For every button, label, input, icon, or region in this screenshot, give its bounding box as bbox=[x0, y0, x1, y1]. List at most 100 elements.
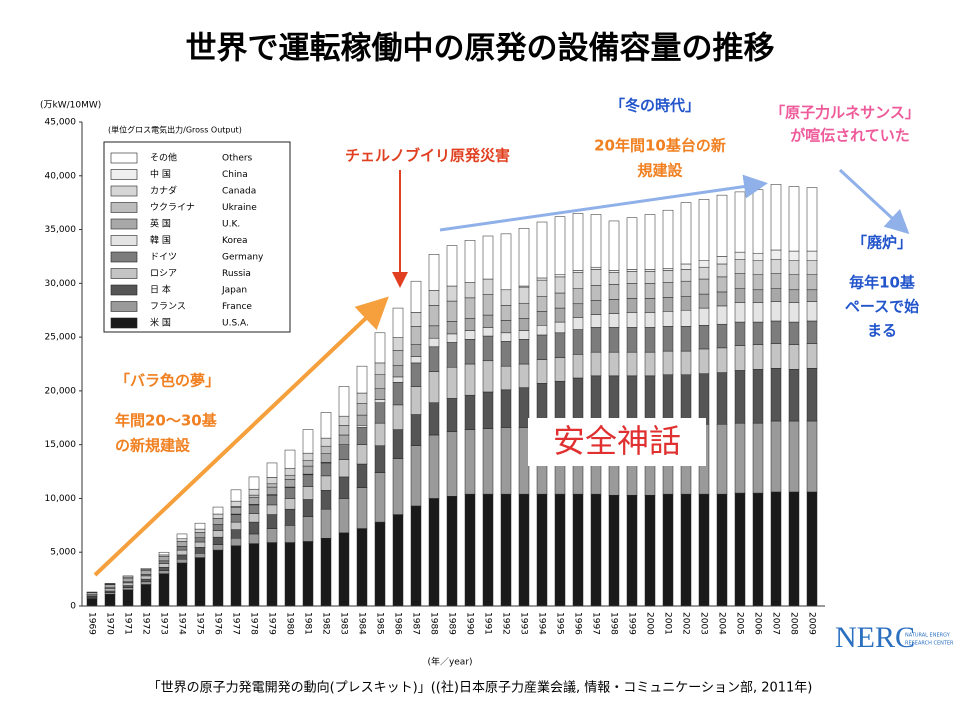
bar-segment bbox=[158, 570, 170, 574]
annotation: 20年間10基台の新 bbox=[594, 137, 726, 155]
legend-label: Korea bbox=[222, 236, 248, 246]
bar-segment bbox=[626, 327, 638, 353]
bar-segment bbox=[266, 486, 278, 495]
bar-segment bbox=[662, 493, 674, 607]
bar-segment bbox=[194, 553, 206, 558]
bar-segment bbox=[446, 321, 458, 335]
bar-segment bbox=[482, 235, 494, 280]
bar-segment bbox=[572, 354, 584, 379]
x-label: (年／year) bbox=[427, 656, 472, 668]
bar-segment bbox=[716, 372, 728, 425]
bar-segment bbox=[284, 467, 296, 476]
x-tick-label: 1976 bbox=[213, 612, 223, 635]
bar-segment bbox=[626, 351, 638, 377]
bar-segment bbox=[626, 217, 638, 270]
legend-swatch bbox=[110, 218, 138, 230]
bar-segment bbox=[554, 307, 566, 323]
bar-segment bbox=[554, 216, 566, 275]
bar-segment bbox=[356, 365, 368, 394]
bar-segment bbox=[464, 394, 476, 430]
x-tick-label: 1984 bbox=[357, 612, 367, 635]
bar-segment bbox=[518, 363, 530, 388]
bar-segment bbox=[122, 575, 134, 578]
bar-segment bbox=[104, 593, 116, 607]
bar-segment bbox=[806, 274, 818, 291]
bar-segment bbox=[410, 386, 422, 415]
bar-segment bbox=[230, 500, 242, 507]
bar-segment bbox=[644, 269, 656, 272]
bar-segment bbox=[752, 252, 764, 261]
bars bbox=[86, 184, 818, 607]
bar-segment bbox=[518, 318, 530, 331]
bar-segment bbox=[122, 587, 134, 591]
bar-segment bbox=[428, 434, 440, 499]
bar-segment bbox=[752, 344, 764, 370]
bar-segment bbox=[266, 483, 278, 488]
y-tick-label: 5,000 bbox=[50, 548, 76, 558]
bar-segment bbox=[482, 278, 494, 295]
bar-segment bbox=[572, 329, 584, 355]
bar-segment bbox=[806, 491, 818, 607]
y-unit: (万kW/10MW) bbox=[40, 101, 101, 111]
bar-segment bbox=[122, 585, 134, 588]
bar-segment bbox=[302, 460, 314, 467]
bar-segment bbox=[734, 191, 746, 253]
bar-segment bbox=[518, 330, 530, 340]
bar-segment bbox=[158, 556, 170, 562]
bar-segment bbox=[338, 445, 350, 460]
bar-segment bbox=[464, 339, 476, 365]
bar-segment bbox=[608, 272, 620, 285]
bar-segment bbox=[626, 283, 638, 299]
bar-segment bbox=[662, 374, 674, 425]
x-tick-label: 1998 bbox=[609, 612, 619, 635]
y-tick-label: 15,000 bbox=[45, 440, 77, 450]
bar-segment bbox=[734, 422, 746, 494]
x-tick-label: 1972 bbox=[141, 612, 151, 635]
bar-segment bbox=[788, 289, 800, 303]
bar-segment bbox=[428, 346, 440, 372]
bar-segment bbox=[662, 268, 674, 271]
x-tick-label: 1979 bbox=[267, 612, 277, 635]
bar-segment bbox=[392, 350, 404, 366]
bar-segment bbox=[392, 307, 404, 338]
y-tick-label: 0 bbox=[70, 602, 76, 612]
bar-segment bbox=[806, 301, 818, 322]
bar-segment bbox=[302, 541, 314, 607]
bar-segment bbox=[788, 274, 800, 291]
x-tick-label: 2007 bbox=[771, 612, 781, 635]
bar-segment bbox=[698, 278, 710, 295]
legend-label: Ukraine bbox=[222, 203, 257, 213]
bar-segment bbox=[302, 486, 314, 500]
logo: NERC bbox=[835, 621, 915, 654]
bar-segment bbox=[734, 288, 746, 303]
bar-segment bbox=[464, 363, 476, 396]
x-tick-label: 1995 bbox=[555, 612, 565, 635]
bar-segment bbox=[176, 549, 188, 556]
bar-segment bbox=[230, 489, 242, 502]
bar-segment bbox=[806, 250, 818, 261]
bar-segment bbox=[446, 333, 458, 343]
bar-segment bbox=[788, 250, 800, 261]
arrow bbox=[93, 296, 389, 577]
logo-text: RESEARCH CENTER bbox=[905, 641, 954, 647]
bar-segment bbox=[590, 269, 602, 286]
bar-segment bbox=[608, 284, 620, 300]
bar-segment bbox=[266, 477, 278, 485]
bar-segment bbox=[572, 288, 584, 305]
bar-segment bbox=[230, 507, 242, 515]
bar-segment bbox=[608, 270, 620, 273]
bar-segment bbox=[176, 554, 188, 560]
bar-segment bbox=[572, 270, 584, 273]
x-tick-label: 1986 bbox=[393, 612, 403, 635]
bar-segment bbox=[248, 494, 260, 498]
annotation: 規建設 bbox=[637, 162, 683, 180]
bar-segment bbox=[644, 312, 656, 328]
legend-swatch bbox=[110, 301, 138, 312]
bar-segment bbox=[212, 536, 224, 545]
bar-segment bbox=[662, 209, 674, 269]
bar-segment bbox=[626, 312, 638, 328]
x-tick-label: 1981 bbox=[303, 612, 313, 635]
bar-segment bbox=[662, 311, 674, 327]
bar-segment bbox=[230, 521, 242, 530]
bar-segment bbox=[320, 537, 332, 607]
